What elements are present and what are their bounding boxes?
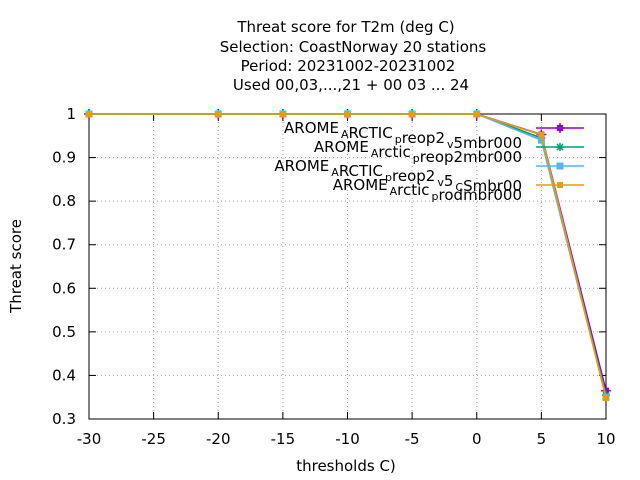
chart-title-line-4: Used 00,03,...,21 + 00 03 ... 24 [233,76,469,94]
legend-swatch-marker-2 [556,162,564,170]
x-tick-label-2: -20 [206,430,231,448]
legend-swatch-marker-1 [556,143,564,151]
y-tick-label-2: 0.5 [52,323,76,341]
legend-swatch-marker-0 [555,123,565,133]
x-tick-label-1: -25 [141,430,166,448]
data-point-3-6 [538,131,545,138]
legend-entry-1: AROME Arctic preop2mbr000 [314,138,584,166]
data-point-3-4 [409,111,416,117]
series-lines [84,109,611,402]
x-axis-label: thresholds C) [296,457,396,475]
grid-lines [89,114,606,419]
data-point-3-0 [86,111,92,117]
x-tick-label-3: -15 [271,430,296,448]
chart-title-line-3: Period: 20231002-20231002 [241,57,456,75]
data-point-3-2 [279,111,286,117]
legend-entry-3: AROME Arctic prodmbr000 [333,176,584,204]
data-point-3-5 [473,111,480,117]
x-tick-label-6: 0 [472,430,482,448]
chart-title-line-1: Threat score for T2m (deg C) [236,18,454,36]
series-line-3 [89,113,607,399]
y-tick-label-5: 0.8 [52,192,76,210]
x-tick-label-7: 5 [537,430,547,448]
chart-title-line-2: Selection: CoastNorway 20 stations [220,38,487,56]
data-point-3-3 [344,111,351,117]
legend-swatch-marker-3 [557,182,563,188]
legend-label-0: AROME ARCTIC preop2 v5mbr000 [284,119,522,152]
y-axis-ticks: 0.3 0.4 0.5 0.6 0.7 0.8 0.9 1 [52,105,606,428]
y-axis-label: Threat score [7,219,25,314]
series-3 [86,111,609,402]
y-tick-label-7: 1 [66,105,76,123]
legend-label-1: AROME Arctic preop2mbr000 [314,138,522,166]
y-tick-label-0: 0.3 [52,410,76,428]
chart-title: Threat score for T2m (deg C) Selection: … [220,18,487,94]
x-tick-label-4: -10 [335,430,360,448]
x-axis-ticks: -30 -25 -20 -15 -10 -5 0 5 10 [77,114,616,448]
legend-entry-0: AROME ARCTIC preop2 v5mbr000 [284,119,584,152]
legend-label-3: AROME Arctic prodmbr000 [333,176,522,204]
x-tick-label-5: -5 [405,430,420,448]
data-point-3-1 [215,111,222,117]
y-tick-label-4: 0.7 [52,236,76,254]
y-tick-label-3: 0.6 [52,279,76,297]
data-point-3-7 [603,395,609,402]
legend-entry-2: AROME ARCTIC preop2 v5 CSmbr00 [274,157,584,195]
y-tick-label-1: 0.4 [52,366,76,384]
x-tick-label-8: 10 [596,430,615,448]
x-tick-label-0: -30 [77,430,102,448]
y-tick-label-6: 0.9 [52,149,76,167]
legend-label-2: AROME ARCTIC preop2 v5 CSmbr00 [274,157,522,195]
